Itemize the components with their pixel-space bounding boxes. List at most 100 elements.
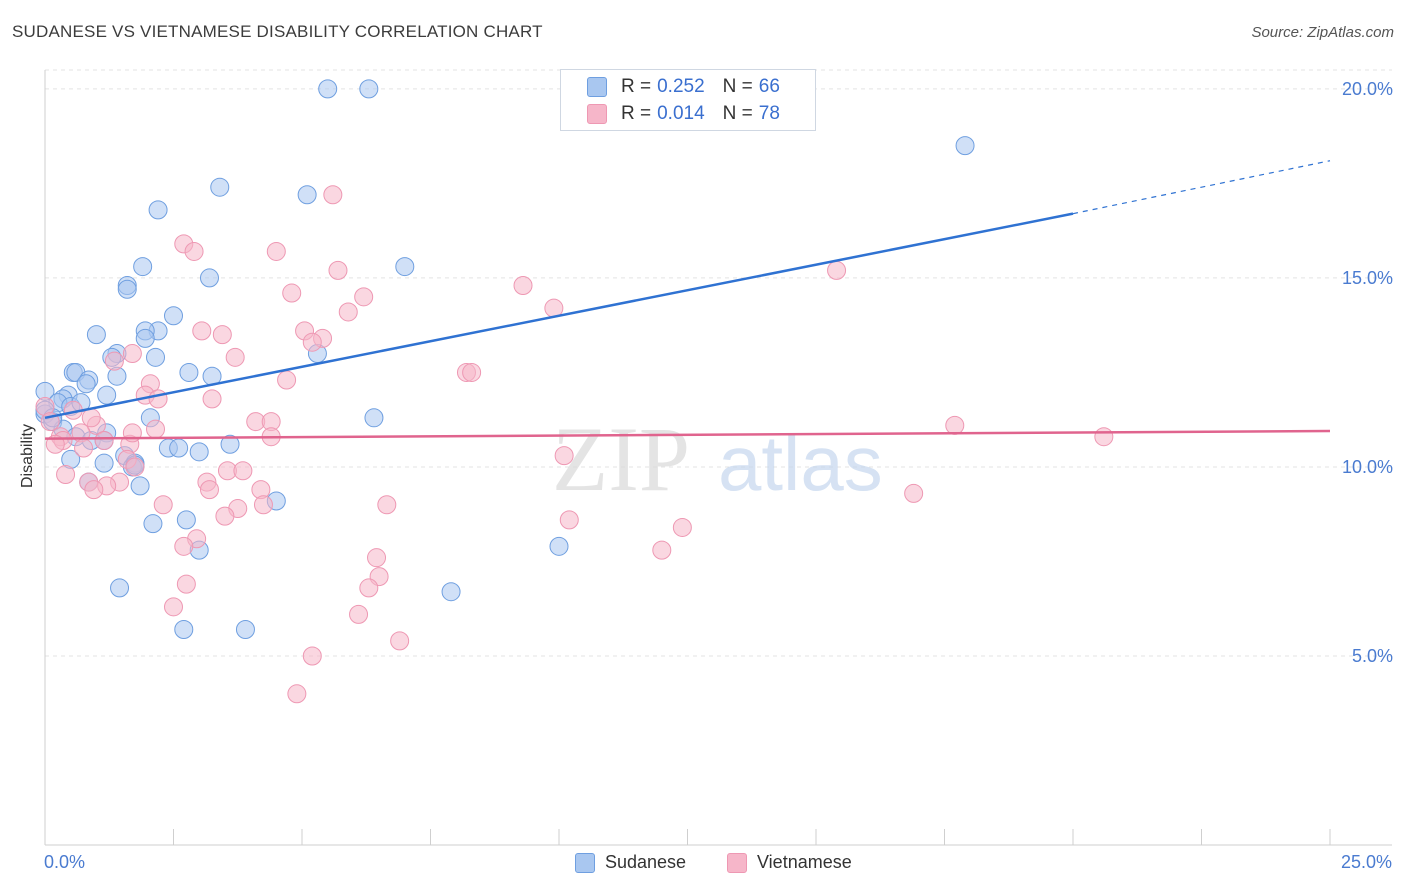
- vietnamese-point: [827, 260, 847, 280]
- vietnamese-point: [153, 495, 173, 515]
- legend-r-label: R =: [621, 103, 652, 124]
- axes: [44, 70, 1392, 846]
- sudanese-point: [97, 385, 117, 405]
- sudanese-point: [210, 177, 230, 197]
- series-legend-label: Vietnamese: [757, 852, 852, 872]
- y-tick-label: 15.0%: [1342, 268, 1393, 288]
- vietnamese-point: [287, 684, 307, 704]
- vietnamese-trend-line: [44, 429, 1331, 440]
- vietnamese-point: [652, 540, 672, 560]
- legend-row-sudanese: R = 0.252 N = 66: [587, 75, 780, 99]
- gridlines: [45, 69, 1392, 657]
- sudanese-point: [76, 374, 96, 394]
- vietnamese-point: [176, 574, 196, 594]
- vietnamese-point: [1094, 427, 1114, 447]
- legend-n-label: N =: [722, 103, 753, 124]
- sudanese-points: [35, 79, 975, 640]
- sudanese-point: [549, 536, 569, 556]
- legend-n-label: N =: [722, 76, 753, 97]
- vietnamese-point: [282, 283, 302, 303]
- correlation-legend: R = 0.252 N = 66 R = 0.014 N = 78: [560, 69, 816, 131]
- vietnamese-point: [904, 483, 924, 503]
- vietnamese-point: [359, 578, 379, 598]
- sudanese-point: [164, 306, 183, 326]
- vietnamese-point: [328, 260, 348, 280]
- vietnamese-point: [164, 597, 183, 617]
- watermark: ZIP atlas: [552, 408, 883, 510]
- vietnamese-point: [233, 461, 253, 481]
- vietnamese-point: [146, 419, 166, 439]
- vietnamese-point: [253, 495, 273, 515]
- vietnamese-point: [354, 287, 374, 307]
- legend-swatch-blue: [587, 77, 607, 97]
- sudanese-point: [169, 438, 189, 458]
- vietnamese-point: [202, 389, 222, 409]
- watermark-zip: ZIP: [552, 408, 690, 510]
- series-swatch-pink: [727, 852, 747, 873]
- source-label: Source: ZipAtlas.com: [1251, 24, 1394, 41]
- legend-r-value: 0.014: [657, 103, 705, 124]
- vietnamese-point: [184, 241, 204, 261]
- y-tick-label: 10.0%: [1342, 457, 1393, 477]
- trend-lines: [44, 160, 1331, 440]
- sudanese-point: [235, 620, 255, 640]
- legend-r-value: 0.252: [657, 76, 705, 97]
- sudanese-point: [179, 362, 199, 382]
- sudanese-point: [174, 620, 194, 640]
- sudanese-point: [148, 200, 168, 220]
- vietnamese-point: [377, 495, 397, 515]
- sudanese-point: [135, 328, 155, 348]
- sudanese-point: [146, 347, 166, 367]
- vietnamese-point: [56, 465, 76, 485]
- vietnamese-point: [349, 604, 369, 624]
- series-legend-sudanese[interactable]: Sudanese: [575, 852, 686, 873]
- vietnamese-point: [462, 362, 482, 382]
- sudanese-point: [176, 510, 196, 530]
- vietnamese-point: [302, 332, 322, 352]
- vietnamese-point: [338, 302, 358, 322]
- sudanese-point: [297, 185, 317, 205]
- vietnamese-point: [104, 351, 124, 371]
- vietnamese-point: [513, 275, 533, 295]
- sudanese-point: [395, 257, 415, 277]
- sudanese-point: [94, 453, 114, 473]
- vietnamese-point: [199, 480, 219, 500]
- vietnamese-point: [94, 430, 114, 450]
- sudanese-point: [364, 408, 384, 428]
- legend-n-value: 78: [758, 103, 780, 124]
- vietnamese-point: [277, 370, 297, 390]
- vietnamese-point: [215, 506, 235, 526]
- series-legend-label: Sudanese: [605, 852, 687, 872]
- sudanese-point: [318, 79, 338, 99]
- series-legend: Sudanese Vietnamese: [0, 852, 1406, 876]
- y-tick-labels: 5.0% 10.0% 15.0% 20.0%: [1342, 79, 1393, 666]
- legend-r-label: R =: [621, 76, 652, 97]
- sudanese-point: [143, 514, 163, 534]
- sudanese-trend-line: [44, 212, 1074, 420]
- legend-n-value: 66: [758, 76, 780, 97]
- sudanese-point: [110, 578, 130, 598]
- vietnamese-point: [554, 446, 574, 466]
- vietnamese-point: [125, 457, 145, 477]
- vietnamese-point: [148, 389, 168, 409]
- chart-title: SUDANESE VS VIETNAMESE DISABILITY CORREL…: [12, 22, 543, 41]
- sudanese-point: [220, 434, 240, 454]
- sudanese-point: [86, 325, 106, 345]
- vietnamese-point: [174, 536, 194, 556]
- sudanese-point: [955, 136, 975, 156]
- y-tick-label: 5.0%: [1352, 646, 1393, 666]
- sudanese-point: [117, 279, 137, 299]
- vietnamese-point: [266, 241, 286, 261]
- vietnamese-point: [945, 415, 965, 435]
- legend-swatch-pink: [587, 104, 607, 124]
- sudanese-point: [130, 476, 150, 496]
- series-legend-vietnamese[interactable]: Vietnamese: [727, 852, 852, 873]
- x-axis-min-label: 0.0%: [44, 852, 86, 872]
- watermark-atlas: atlas: [718, 419, 883, 507]
- vietnamese-points: [35, 185, 1114, 704]
- sudanese-point: [133, 257, 153, 277]
- sudanese-point: [441, 582, 461, 602]
- legend-row-vietnamese: R = 0.014 N = 78: [587, 102, 780, 126]
- vietnamese-point: [122, 344, 142, 364]
- vietnamese-point: [390, 631, 410, 651]
